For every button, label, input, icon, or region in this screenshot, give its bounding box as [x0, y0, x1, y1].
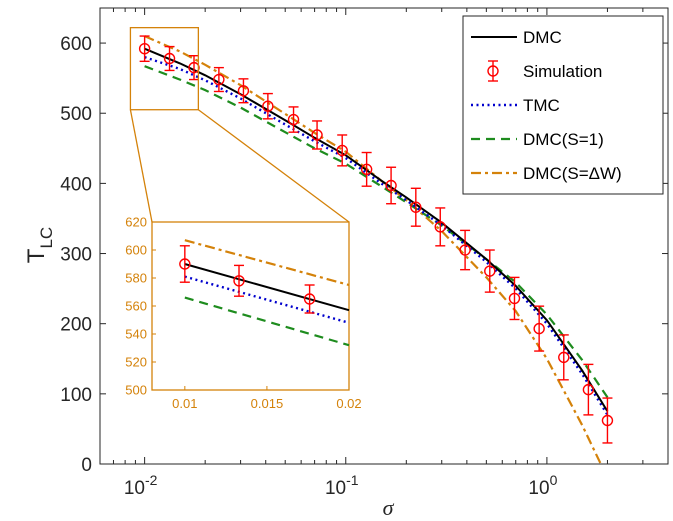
- y-tick-label: 0: [81, 455, 92, 476]
- inset-simulation-point: [303, 293, 316, 305]
- simulation-point: [360, 163, 373, 176]
- simulation-point: [385, 179, 397, 192]
- series-line-dmc-s-1-: [144, 65, 609, 399]
- y-tick-label: 500: [60, 104, 92, 125]
- inset-axes: 500 520 540 560 580 600 620 0.01 0.015 0.02: [125, 215, 361, 412]
- inset-simulation-point: [179, 258, 191, 270]
- inset-simulation-point: [233, 275, 245, 287]
- y-axis-label-subscript: LC: [37, 227, 56, 249]
- y-tick-label: 300: [60, 245, 92, 266]
- zoom-connector-left: [129, 109, 153, 223]
- inset-line-dmc: [184, 263, 350, 312]
- y-tick-label: 100: [60, 385, 92, 406]
- legend-label: DMC(S=1): [523, 130, 604, 149]
- inset-line-tmc: [184, 275, 350, 324]
- legend-label: DMC: [523, 28, 562, 47]
- main-series-group: [138, 35, 614, 464]
- simulation-point: [533, 322, 545, 335]
- legend-item: DMC(S=1): [471, 130, 604, 149]
- simulation-point: [311, 129, 323, 141]
- series-line-dmc: [144, 47, 609, 412]
- inset-y-tick-label: 580: [125, 271, 147, 286]
- y-axis-label-main: T: [23, 248, 50, 263]
- legend-item: TMC: [471, 96, 560, 115]
- inset-y-tick-label: 500: [125, 383, 147, 398]
- inset-y-tick-label: 520: [125, 355, 147, 370]
- simulation-point: [213, 73, 225, 86]
- inset-line-dmc-s-1-: [184, 296, 350, 347]
- simulation-point: [434, 221, 446, 233]
- legend: DMC Simulation TMC DMC(S=1) DMC(S=ΔW): [462, 15, 664, 195]
- simulation-point: [601, 414, 614, 427]
- x-tick-label: 100: [528, 472, 557, 499]
- legend-label: TMC: [523, 96, 560, 115]
- legend-item: DMC: [471, 28, 562, 47]
- inset-y-tick-label: 540: [125, 327, 147, 342]
- legend-item: DMC(S=ΔW): [471, 164, 622, 183]
- legend-label: DMC(S=ΔW): [523, 164, 622, 183]
- simulation-point: [237, 85, 250, 97]
- x-tick-label: 10-2: [124, 472, 158, 499]
- legend-marker: [487, 65, 499, 77]
- y-tick-label: 400: [60, 174, 92, 195]
- y-axis-label: TLC: [23, 227, 56, 263]
- inset-zoom-indicator: [129, 26, 350, 223]
- simulation-point: [262, 100, 274, 112]
- inset-y-tick-label: 600: [125, 243, 147, 258]
- legend-box: [462, 15, 664, 195]
- zoom-connector-right: [197, 109, 350, 223]
- legend-item: Simulation: [487, 60, 602, 82]
- simulation-point: [163, 52, 176, 65]
- inset-y-tick-label: 620: [125, 215, 147, 230]
- inset-line-dmc-s-w-: [184, 239, 350, 287]
- legend-label: Simulation: [523, 62, 602, 81]
- simulation-point: [336, 144, 348, 157]
- inset-x-tick-label: 0.01: [172, 396, 197, 411]
- x-axis-label: σ: [383, 495, 395, 520]
- simulation-point: [410, 201, 422, 213]
- simulation-point: [582, 383, 595, 396]
- inset-x-tick-label: 0.02: [336, 396, 361, 411]
- inset-frame: [151, 221, 350, 391]
- main-axes: 0 100 200 300 400 500 600 10-2 10-1 100: [60, 8, 668, 499]
- x-tick-label: 10-1: [325, 472, 359, 499]
- inset-x-tick-label: 0.015: [251, 396, 284, 411]
- inset-y-tick-label: 560: [125, 299, 147, 314]
- y-tick-label: 600: [60, 34, 92, 55]
- simulation-point: [508, 292, 521, 305]
- simulation-point: [484, 265, 496, 277]
- series-line-tmc: [144, 55, 609, 416]
- y-tick-label: 200: [60, 315, 92, 336]
- simulation-point: [558, 351, 570, 364]
- simulation-point: [287, 113, 300, 126]
- simulation-point: [138, 42, 151, 55]
- zoom-rectangle: [129, 26, 200, 111]
- simulation-point: [459, 244, 471, 256]
